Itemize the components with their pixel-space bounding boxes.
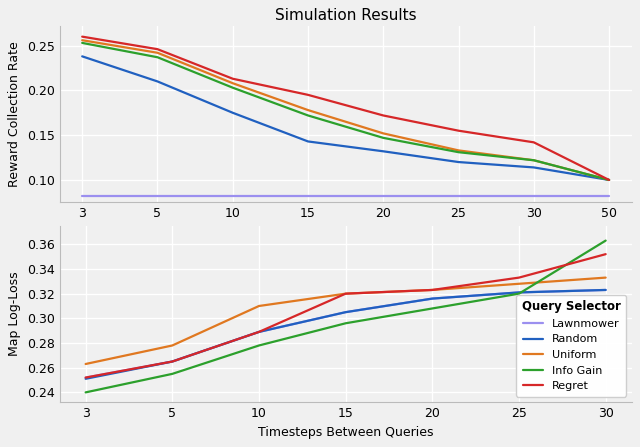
Uniform — [255, 304, 263, 309]
Regret — [168, 359, 176, 364]
Uniform — [515, 281, 523, 287]
Info Gain — [602, 238, 609, 243]
Legend: Lawnmower, Random, Uniform, Info Gain, Regret: Lawnmower, Random, Uniform, Info Gain, R… — [516, 295, 626, 396]
Random — [428, 296, 436, 301]
Title: Simulation Results: Simulation Results — [275, 8, 417, 23]
Regret — [342, 291, 349, 296]
Regret — [602, 252, 609, 257]
Lawnmower — [515, 290, 523, 295]
Info Gain — [255, 343, 263, 348]
Lawnmower — [82, 375, 90, 380]
Lawnmower — [428, 296, 436, 301]
Info Gain — [168, 371, 176, 376]
Lawnmower — [168, 359, 176, 364]
Line: Regret: Regret — [86, 254, 605, 378]
Info Gain — [515, 291, 523, 296]
Random — [515, 290, 523, 295]
Uniform — [602, 275, 609, 280]
Lawnmower — [255, 329, 263, 335]
Random — [168, 359, 176, 364]
Random — [342, 309, 349, 315]
Y-axis label: Map Log-Loss: Map Log-Loss — [8, 272, 21, 356]
Random — [602, 287, 609, 293]
Uniform — [428, 287, 436, 293]
Uniform — [168, 343, 176, 348]
Regret — [82, 375, 90, 380]
Line: Uniform: Uniform — [86, 278, 605, 364]
Line: Random: Random — [86, 290, 605, 379]
Regret — [255, 329, 263, 335]
Uniform — [342, 291, 349, 296]
Line: Info Gain: Info Gain — [86, 240, 605, 392]
Info Gain — [428, 306, 436, 311]
Random — [82, 376, 90, 381]
Line: Lawnmower: Lawnmower — [86, 290, 605, 378]
Info Gain — [342, 320, 349, 326]
Y-axis label: Reward Collection Rate: Reward Collection Rate — [8, 41, 21, 187]
Regret — [515, 275, 523, 280]
Random — [255, 329, 263, 335]
Lawnmower — [602, 287, 609, 293]
Regret — [428, 287, 436, 293]
X-axis label: Timesteps Between Queries: Timesteps Between Queries — [258, 426, 433, 439]
Info Gain — [82, 390, 90, 395]
Lawnmower — [342, 309, 349, 315]
Uniform — [82, 361, 90, 367]
